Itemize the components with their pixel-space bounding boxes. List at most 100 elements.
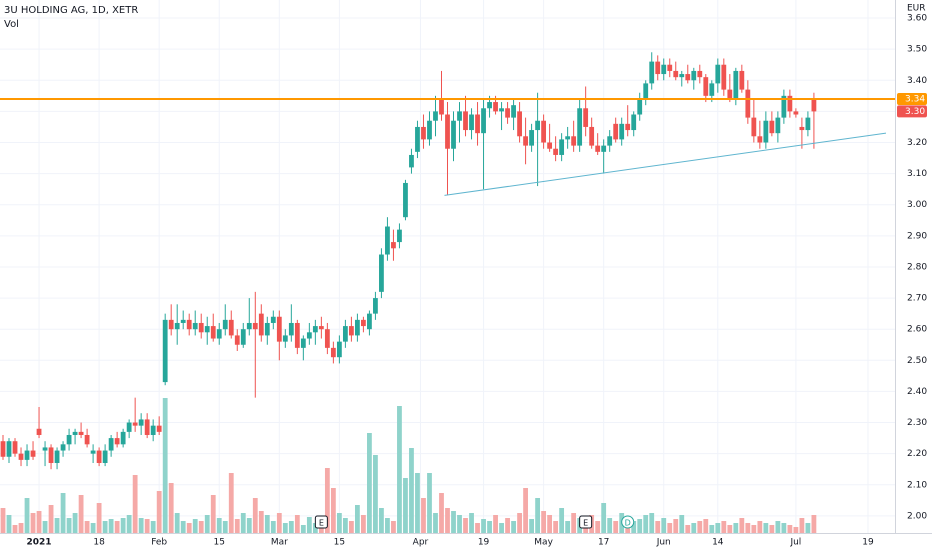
candle-body (775, 117, 781, 134)
candle-body (499, 108, 504, 112)
volume-bar (168, 483, 174, 533)
candle-body (721, 64, 727, 90)
candle-body (42, 447, 48, 451)
volume-bar (234, 519, 240, 533)
volume-bar (108, 519, 114, 533)
chart-title: 3U HOLDING AG, 1D, XETR (4, 5, 138, 16)
volume-bar (336, 513, 342, 533)
volume-bar (541, 511, 547, 533)
volume-bar (288, 521, 294, 533)
volume-bar (679, 515, 685, 533)
grid (0, 0, 895, 533)
candle-body (162, 319, 168, 383)
candle-body (643, 83, 649, 99)
volume-bar (354, 505, 360, 533)
candle-body (595, 145, 601, 152)
candle-body (655, 61, 661, 75)
y-tick-label: 3.00 (907, 200, 927, 210)
volume-bar (697, 521, 703, 533)
volume-bar (607, 518, 613, 533)
last-price-tag (897, 105, 927, 118)
volume-bar (379, 508, 384, 533)
candle-body (385, 226, 390, 255)
candle-body (36, 428, 42, 435)
volume-bar (294, 515, 300, 533)
volume-bar (228, 473, 234, 533)
y-tick-label: 3.60 (907, 14, 927, 24)
candle-body (6, 441, 12, 457)
candle-body (102, 450, 108, 463)
candle-body (264, 322, 270, 336)
candle-body (589, 126, 595, 146)
candle-body (373, 298, 378, 314)
volume-bar (511, 521, 516, 533)
volume-bar (613, 521, 619, 533)
candle-body (559, 139, 565, 155)
candle-body (306, 332, 312, 339)
candle-body (553, 148, 559, 155)
volume-bar (204, 515, 210, 533)
volume-bar (793, 527, 799, 533)
event-label: E (583, 519, 588, 528)
volume-bar (72, 513, 78, 533)
volume-bar (114, 521, 120, 533)
volume-bar (258, 511, 264, 533)
volume-bar (667, 523, 673, 533)
candle-body (715, 64, 721, 84)
y-tick-label: 2.80 (907, 262, 927, 272)
volume-bar (805, 523, 811, 533)
volume-bar (6, 515, 12, 533)
candle-body (156, 425, 162, 432)
candle-body (445, 114, 450, 149)
volume-bar (739, 518, 745, 533)
volume-bar (799, 518, 805, 533)
candle-body (787, 95, 793, 112)
volume-bar (565, 521, 571, 533)
candle-body (222, 319, 228, 330)
volume-bar (18, 523, 24, 533)
volume-bar (469, 513, 474, 533)
candle-body (529, 130, 534, 146)
volume-bar (252, 498, 258, 533)
volume-bar (120, 518, 126, 533)
candle-body (685, 74, 691, 81)
candle-body (258, 313, 264, 336)
candle-body (679, 74, 685, 78)
candle-body (336, 341, 342, 358)
volume-bar (505, 518, 510, 533)
candle-body (379, 254, 384, 292)
volume-bar (312, 523, 318, 533)
candle-body (54, 450, 60, 463)
candle-body (114, 438, 120, 445)
candle-body (90, 450, 96, 454)
event-label: E (319, 519, 324, 528)
candle-body (409, 154, 414, 168)
y-tick-label: 2.50 (907, 356, 927, 366)
volume-bar (276, 513, 282, 533)
volume-bar (703, 519, 709, 533)
candle-body (451, 120, 456, 149)
volume-bar (367, 433, 372, 533)
x-tick-label: Feb (151, 538, 167, 548)
candle-body (270, 316, 276, 323)
volume-bar (391, 521, 396, 533)
volume-bar (373, 455, 378, 533)
volume-bar (246, 518, 252, 533)
y-tick-label: 2.40 (907, 387, 927, 397)
volume-bar (306, 517, 312, 533)
volume-bar (733, 523, 739, 533)
volume-bar (487, 521, 492, 533)
volume-bar (210, 495, 216, 533)
volume-bar (661, 518, 667, 533)
volume-bar (637, 519, 643, 533)
candle-body (673, 70, 679, 78)
candle-body (691, 70, 697, 81)
volume-bar (781, 523, 787, 533)
candle-body (523, 136, 528, 146)
volume-bar (330, 488, 336, 533)
candle-body (421, 126, 426, 140)
volume-bar (397, 406, 402, 533)
